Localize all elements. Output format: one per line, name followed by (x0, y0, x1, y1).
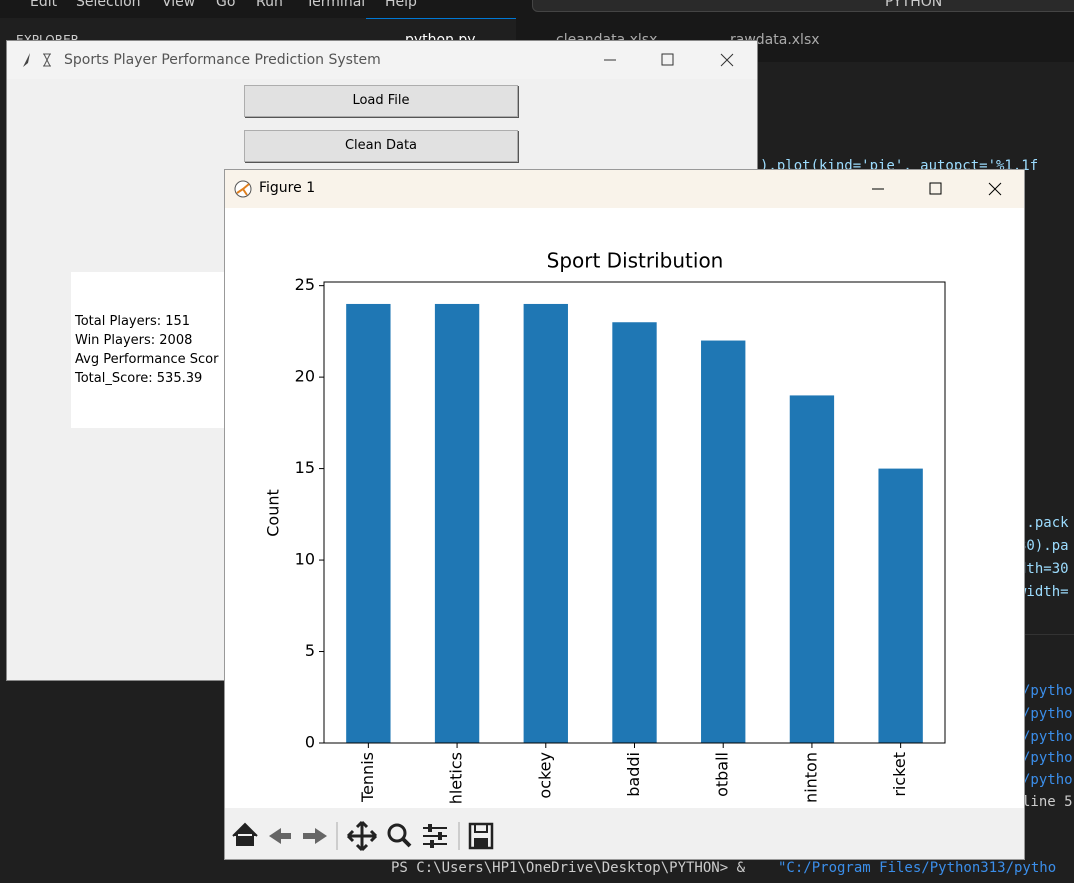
y-tick-label: 5 (305, 641, 315, 660)
search-box[interactable] (532, 0, 1074, 12)
figure-icon (234, 180, 252, 198)
terminal-line: /pytho (1022, 683, 1073, 699)
x-tick-label: ninton (801, 752, 820, 803)
button[interactable]: Clean Data (244, 130, 518, 162)
y-tick-label: 20 (295, 367, 315, 386)
terminal-line: /pytho (1022, 772, 1073, 788)
app-icons (23, 53, 51, 67)
stat-line: Avg Performance Scor (75, 352, 219, 367)
x-tick-label: ricket (890, 752, 909, 797)
code-line: 30).pa (1018, 538, 1069, 554)
chart-title: Sport Distribution (547, 249, 724, 273)
stat-line: Total_Score: 535.39 (75, 371, 203, 386)
menu-item[interactable]: Selection (76, 0, 141, 10)
stats-panel (71, 272, 231, 428)
bar (346, 303, 391, 743)
x-tick-label: ockey (535, 752, 554, 799)
menu-item[interactable]: View (162, 0, 196, 10)
bar (878, 468, 923, 743)
menu-item[interactable]: Terminal (306, 0, 366, 10)
terminal-path: "C:/Program Files/Python313/pytho (778, 860, 1057, 876)
stat-line: Win Players: 2008 (75, 333, 193, 348)
figure-window: Figure 1 Sport Distribution Count 0 5 10 15… (224, 169, 1025, 860)
code-line: dth=30 (1018, 561, 1069, 577)
bar (612, 322, 657, 743)
stat-line: Total Players: 151 (75, 314, 191, 329)
y-tick-label: 0 (305, 733, 315, 752)
terminal-line: /pytho (1022, 706, 1073, 722)
figure-titlebar (225, 170, 1024, 208)
code-line: width= (1018, 584, 1069, 600)
bar (789, 395, 835, 743)
bar (701, 340, 746, 743)
menu-item[interactable]: Edit (30, 0, 58, 10)
x-tick-label: otball (713, 752, 732, 797)
y-tick-label: 15 (295, 458, 315, 477)
code-line: ).pack (1018, 515, 1069, 531)
toolbar (225, 808, 1024, 859)
terminal-line: line 5 (1022, 794, 1073, 810)
toolbar-icons[interactable] (225, 808, 525, 859)
plot-frame (323, 281, 946, 744)
app-title: Sports Player Performance Prediction Sys… (64, 52, 381, 68)
y-tick-label: 10 (295, 550, 315, 569)
menu-item[interactable]: Run (256, 0, 283, 10)
bar (434, 303, 480, 743)
terminal-line: /pytho (1022, 729, 1073, 745)
search-text: PYTHON (885, 0, 943, 10)
chart: Sport Distribution Count 0 5 10 15 20 25 Tenni… (264, 249, 946, 804)
bar (523, 303, 568, 743)
x-tick-label: baddi (624, 752, 643, 797)
window-controls[interactable] (597, 49, 747, 71)
figure-title: Figure 1 (259, 180, 316, 196)
menu-item[interactable]: Go (216, 0, 236, 10)
x-tick-label: Tennis (358, 752, 377, 803)
terminal-line: /pytho (1022, 750, 1073, 766)
x-tick-label: hletics (447, 752, 466, 804)
y-tick-label: 25 (295, 275, 315, 294)
app-titlebar (7, 41, 757, 79)
window-controls[interactable] (865, 178, 1015, 200)
terminal-prompt: PS C:\Users\HP1\OneDrive\Desktop\PYTHON>… (391, 860, 746, 876)
y-axis-label: Count (264, 489, 283, 537)
menu-item[interactable]: Help (385, 0, 417, 10)
button[interactable]: Load File (244, 85, 518, 117)
